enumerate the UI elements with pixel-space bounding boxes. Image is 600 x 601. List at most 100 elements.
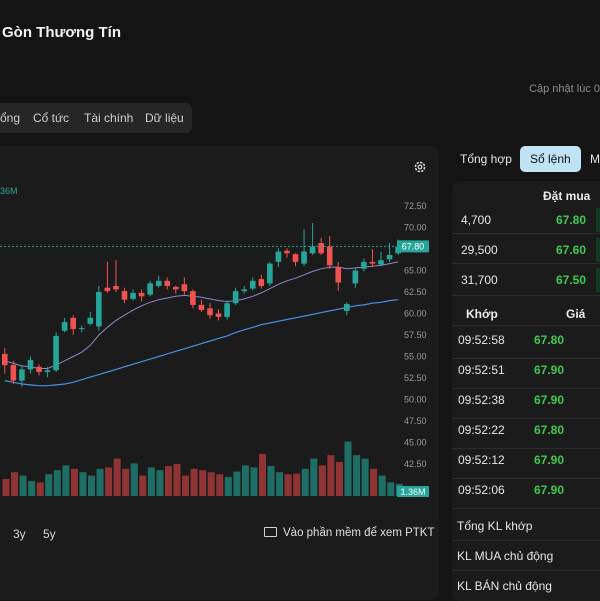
ask-strip — [596, 208, 600, 232]
volume-bar — [70, 468, 78, 496]
candle-body — [104, 287, 111, 292]
candle-body — [369, 261, 376, 264]
volume-bar — [327, 455, 335, 496]
volume-bar — [259, 453, 266, 496]
candle-body — [301, 251, 307, 264]
candle-body — [309, 246, 316, 254]
volume-bar — [130, 463, 138, 496]
candle-body — [224, 303, 230, 317]
row-divider — [452, 263, 600, 264]
y-tick-label: 50.00 — [404, 395, 427, 405]
candle-body — [44, 370, 51, 372]
ask-strip — [596, 268, 600, 292]
tab-data[interactable]: Dữ liệu — [145, 111, 184, 125]
y-tick-label: 62.50 — [404, 287, 427, 297]
volume-bar — [113, 458, 121, 496]
volume-bar — [199, 470, 207, 496]
candle-body — [36, 366, 42, 372]
candle-body — [181, 284, 188, 292]
y-tick-label: 52.50 — [404, 373, 427, 383]
volume-bar — [241, 465, 249, 496]
row-divider — [452, 448, 600, 449]
trade-time: 09:52:22 — [458, 423, 505, 437]
volume-bar — [301, 468, 309, 496]
candle-body — [249, 280, 256, 289]
candle-body — [10, 365, 17, 381]
volume-bar — [28, 481, 36, 496]
row-divider — [452, 358, 600, 359]
trade-time: 09:52:38 — [458, 393, 505, 407]
row-divider — [452, 233, 600, 234]
tab-order-book[interactable]: Sổ lệnh — [520, 146, 581, 172]
screen-icon — [264, 527, 277, 537]
volume-bar — [250, 467, 258, 496]
row-divider — [452, 295, 600, 296]
ask-strip — [596, 238, 600, 262]
range-3y-button[interactable]: 3y — [13, 527, 26, 541]
volume-bar — [378, 475, 386, 496]
tab-financials[interactable]: Tài chính — [84, 111, 134, 125]
candle-body — [113, 285, 119, 290]
row-divider — [452, 478, 600, 479]
range-5y-button[interactable]: 5y — [43, 527, 56, 541]
trade-time: 09:52:51 — [458, 363, 505, 377]
settings-gear-icon[interactable] — [413, 160, 427, 174]
row-divider — [452, 570, 600, 571]
volume-bar — [344, 441, 352, 496]
volume-bar — [88, 475, 95, 496]
ma-long-line — [4, 299, 399, 387]
open-ptkt-label: Vào phần mềm để xem PTKT — [283, 527, 435, 539]
bid-volume: 4,700 — [461, 213, 492, 227]
volume-bar — [45, 474, 53, 496]
ma-short-line — [4, 261, 399, 369]
current-price-label: 67.80 — [402, 241, 425, 251]
tab-summary[interactable]: Tổng hợp — [460, 152, 512, 166]
candle-body — [267, 263, 273, 284]
candle-body — [78, 328, 85, 330]
row-divider — [452, 508, 600, 509]
volume-bar — [53, 470, 61, 496]
volume-bar — [190, 468, 198, 496]
candle-body — [292, 254, 299, 262]
volume-bar — [216, 474, 224, 496]
candle-body — [207, 308, 213, 316]
volume-bar — [267, 466, 275, 496]
volume-bar — [276, 472, 284, 496]
volume-bar — [353, 455, 361, 496]
volume-bar — [387, 482, 395, 496]
volume-bar — [122, 468, 130, 496]
trade-time: 09:52:12 — [458, 453, 505, 467]
tab-dividends[interactable]: Cổ tức — [33, 111, 70, 125]
candle-body — [96, 292, 102, 327]
open-ptkt-link[interactable]: Vào phần mềm để xem PTKT — [264, 527, 434, 539]
row-divider — [452, 388, 600, 389]
candle-body — [215, 313, 222, 317]
trade-price: 67.90 — [534, 393, 565, 407]
candle-body — [61, 322, 68, 331]
y-tick-label: 47.50 — [404, 416, 427, 426]
candle-body — [378, 260, 384, 265]
volume-bar — [173, 464, 181, 496]
tab-more[interactable]: M — [590, 152, 600, 166]
trade-price: 67.90 — [534, 453, 565, 467]
price-chart[interactable]: 36M 72.5070.0067.5065.0062.5060.0057.505… — [0, 180, 438, 500]
current-price-tag — [397, 240, 429, 253]
info-tabbar: ổng Cổ tức Tài chính Dữ liệu — [0, 103, 192, 133]
candle-body — [173, 286, 179, 290]
trade-price: 67.80 — [534, 333, 565, 347]
candle-body — [344, 304, 350, 311]
volume-bar — [293, 473, 301, 496]
volume-legend: 36M — [0, 186, 18, 196]
volume-bar — [164, 466, 172, 496]
y-tick-label: 60.00 — [404, 309, 427, 319]
candle-body — [318, 242, 324, 254]
bid-price: 67.80 — [556, 213, 587, 227]
y-tick-label: 57.50 — [404, 330, 427, 340]
candle-body — [352, 270, 359, 284]
y-tick-label: 65.00 — [404, 266, 427, 276]
candle-body — [232, 291, 239, 304]
trade-time: 09:52:06 — [458, 483, 505, 497]
candle-body — [241, 289, 247, 292]
tab-overview[interactable]: ổng — [0, 111, 21, 125]
order-panel — [452, 181, 600, 601]
